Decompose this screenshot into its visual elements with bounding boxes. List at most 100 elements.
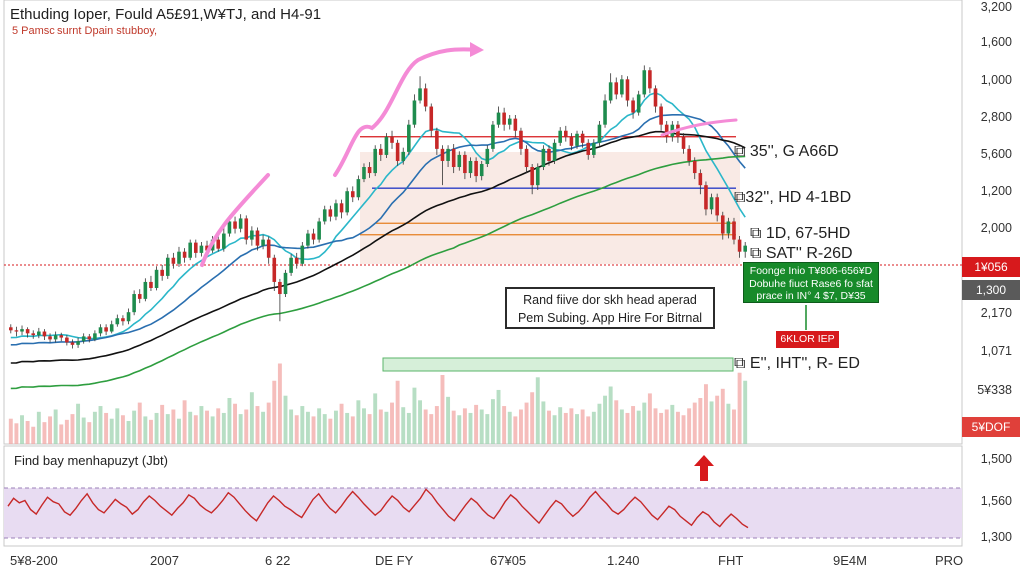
x-tick: 67¥05	[490, 553, 527, 568]
candle-body	[278, 281, 282, 295]
candle-body	[205, 245, 209, 251]
level-label-4: ⧉ SAT'' R-26D	[750, 245, 853, 262]
volume-bar	[647, 393, 652, 444]
volume-bar	[418, 400, 423, 444]
volume-bar	[42, 422, 47, 444]
chart-subtitle: 5 Pamsc surnt Dpain stubboy,	[12, 25, 158, 37]
candle-body	[154, 269, 159, 288]
volume-bar	[378, 409, 383, 444]
volume-bar	[339, 403, 344, 444]
candle-body	[81, 336, 86, 342]
annotation-callout-line-2: Pem Subing. App Hire For Bitrnal	[517, 311, 703, 325]
volume-bar	[535, 377, 540, 444]
volume-bar	[474, 404, 479, 444]
volume-bar	[115, 408, 120, 444]
indicator-line	[7, 488, 749, 529]
volume-bar	[244, 409, 249, 444]
volume-bar	[64, 419, 69, 444]
volume-bar	[373, 393, 378, 444]
volume-bar	[120, 415, 125, 444]
volume-bar	[490, 399, 495, 444]
volume-bar	[423, 409, 428, 444]
candle-body	[580, 133, 585, 143]
candle-body	[564, 130, 568, 137]
candle-body	[109, 324, 114, 332]
volume-bar	[552, 415, 557, 444]
volume-bar	[53, 409, 58, 444]
volume-bar	[603, 395, 608, 444]
volume-bar	[412, 387, 417, 444]
indicator-tick: 1,300	[980, 530, 1012, 544]
candle-body	[188, 242, 192, 258]
volume-bar	[70, 414, 75, 444]
volume-bar	[502, 406, 507, 444]
candle-body	[423, 88, 428, 107]
volume-bar	[81, 417, 86, 444]
price-tag-level: 1,300	[962, 280, 1020, 300]
volume-bar	[563, 412, 568, 444]
volume-bar	[631, 406, 636, 444]
volume-bar	[266, 402, 271, 444]
volume-bar	[367, 414, 372, 444]
chart-title: Ethuding Ioper, Fould A5£91,W¥TJ, and H4…	[10, 6, 322, 23]
volume-bar	[580, 409, 585, 444]
candle-body	[440, 148, 445, 161]
candle-body	[31, 333, 36, 336]
candle-body	[345, 191, 349, 213]
volume-bar	[350, 416, 355, 444]
y-tick: 3,200	[980, 0, 1012, 14]
candle-body	[306, 233, 310, 246]
candle-body	[620, 79, 624, 95]
candle-body	[479, 163, 484, 177]
volume-bar	[434, 406, 439, 444]
candle-body	[356, 179, 361, 198]
candle-body	[20, 329, 24, 332]
candle-body	[743, 245, 747, 252]
candle-body	[709, 197, 714, 210]
x-tick: 6 22	[265, 553, 291, 568]
volume-bar	[485, 414, 490, 444]
volume-bar	[569, 408, 574, 444]
volume-bar	[289, 409, 294, 444]
candle-body	[266, 239, 271, 258]
volume-bar	[216, 408, 221, 444]
candle-body	[70, 342, 75, 345]
x-tick: DE FY	[375, 553, 414, 568]
volume-bar	[429, 414, 434, 444]
candle-body	[87, 336, 92, 340]
volume-bar	[457, 415, 462, 444]
candle-body	[592, 142, 596, 155]
annotation-callout-line-1: Rand fiive dor skh head aperad	[523, 293, 697, 307]
candle-body	[541, 148, 546, 168]
candle-body	[429, 106, 434, 131]
indicator-title: Find bay menhapuzyt (Jbt)	[14, 453, 168, 468]
volume-bar	[496, 389, 501, 444]
volume-bar	[659, 412, 664, 444]
candle-body	[132, 294, 136, 313]
volume-bar	[625, 412, 630, 444]
candle-body	[648, 70, 652, 89]
volume-bar	[591, 411, 596, 444]
volume-bar	[518, 409, 523, 444]
indicator-tick: 1,560	[980, 494, 1012, 508]
candle-body	[737, 239, 742, 252]
price-tag-volume: 5¥DOF	[962, 417, 1020, 437]
candle-body	[726, 221, 731, 234]
moving-average-line	[10, 114, 746, 346]
volume-bar	[14, 423, 19, 444]
candle-body	[687, 148, 691, 161]
candle-body	[653, 88, 658, 107]
green-zone	[382, 357, 734, 372]
annotation-green: Foonge Inio T¥806-656¥D Dobuhe fiuct Ras…	[743, 262, 879, 303]
candle-body	[614, 82, 619, 95]
pink-arrowhead	[470, 42, 484, 57]
candle-body	[552, 142, 557, 161]
y-tick: 2,800	[980, 110, 1012, 124]
volume-bar	[104, 412, 109, 444]
candle-body	[625, 79, 630, 101]
volume-bar	[300, 406, 305, 444]
candle-body	[496, 112, 501, 125]
volume-bar	[558, 407, 563, 444]
y-tick: 1,600	[980, 35, 1012, 49]
pink-trend-arrow-2	[200, 173, 270, 267]
